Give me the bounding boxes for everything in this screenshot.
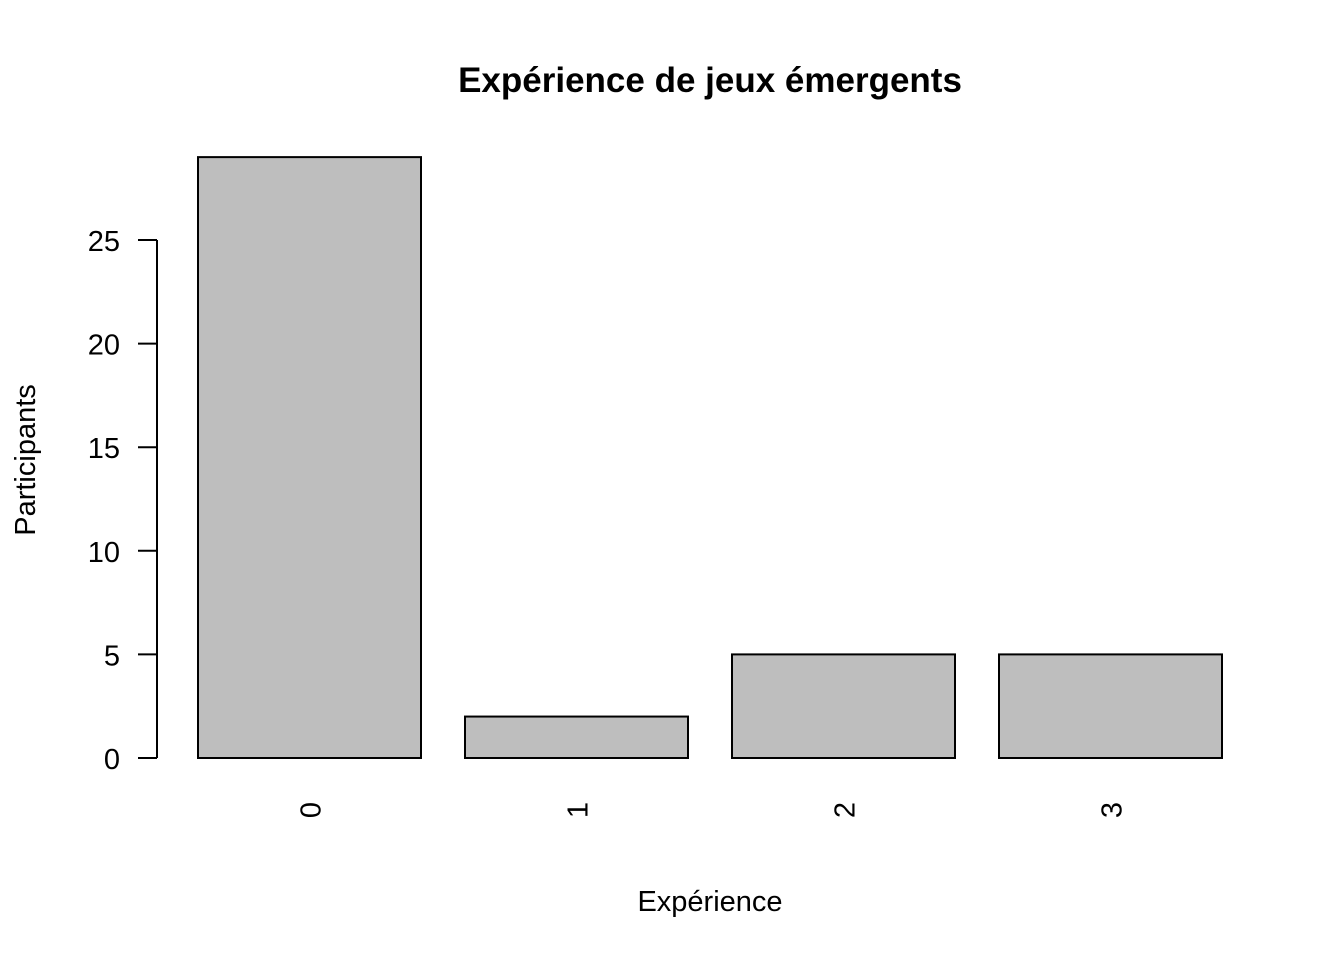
x-tick-label: 3 bbox=[1097, 802, 1129, 818]
bars-group bbox=[197, 156, 1223, 760]
y-axis: 0 5 10 15 20 25 bbox=[88, 226, 158, 776]
y-tick-label: 10 bbox=[88, 537, 120, 569]
bar-0 bbox=[197, 156, 422, 759]
x-tick-label: 0 bbox=[296, 802, 328, 818]
x-tick-label: 1 bbox=[563, 802, 595, 818]
bar-3 bbox=[998, 653, 1223, 760]
y-tick-label: 25 bbox=[88, 226, 120, 258]
y-tick-label: 0 bbox=[104, 744, 120, 776]
bar-1 bbox=[464, 715, 689, 759]
y-tick-label: 15 bbox=[88, 433, 120, 465]
x-tick-labels: 0 1 2 3 bbox=[296, 802, 1129, 818]
x-tick-label: 2 bbox=[830, 802, 862, 818]
y-axis-label: Participants bbox=[10, 384, 42, 536]
bar-2 bbox=[731, 653, 956, 760]
chart-title: Expérience de jeux émergents bbox=[458, 61, 962, 100]
y-tick-label: 20 bbox=[88, 330, 120, 362]
y-tick-label: 5 bbox=[104, 640, 120, 672]
x-axis-label: Expérience bbox=[637, 886, 782, 918]
